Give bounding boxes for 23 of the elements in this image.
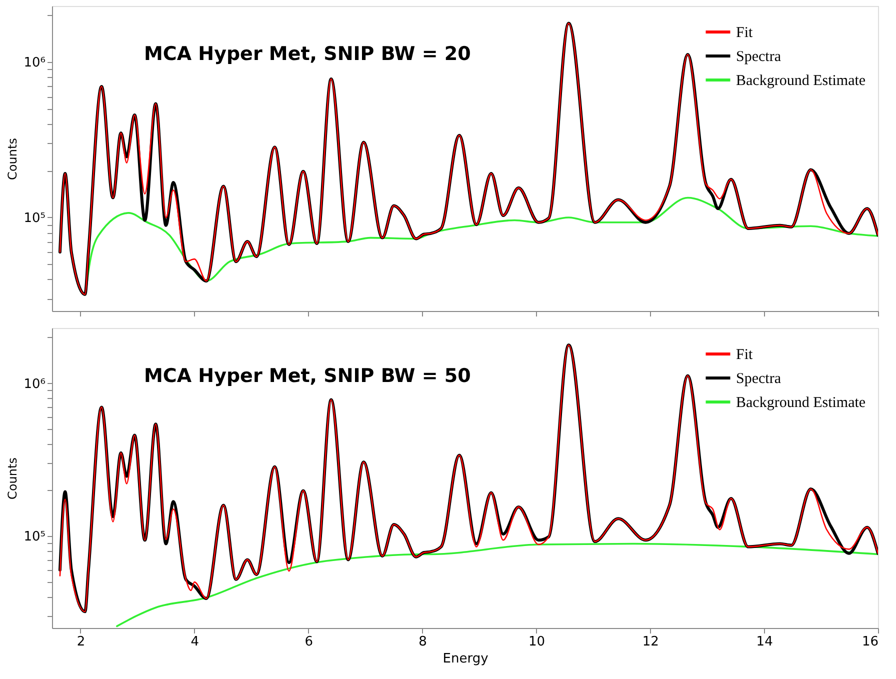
x-tick-label: 16 bbox=[862, 634, 878, 650]
y-axis-title: Counts bbox=[6, 458, 20, 500]
x-tick-label: 8 bbox=[418, 634, 427, 650]
legend-label: Spectra bbox=[736, 49, 782, 65]
x-axis-title: Energy bbox=[442, 652, 489, 666]
text: MCA Hyper Met, SNIP BW = 20 bbox=[144, 43, 471, 65]
x-tick-label: 14 bbox=[756, 634, 773, 650]
x-tick-label: 10 bbox=[528, 634, 545, 650]
legend-label: Spectra bbox=[736, 371, 782, 387]
y-tick-label: 10⁵ bbox=[24, 210, 46, 226]
x-tick-label: 4 bbox=[190, 634, 200, 650]
x-tick-label: 12 bbox=[642, 634, 659, 650]
legend-label: Fit bbox=[736, 25, 754, 41]
y-tick-label: 10⁵ bbox=[24, 530, 46, 545]
y-tick-label: 10⁶ bbox=[24, 376, 46, 392]
legend-label: Background Estimate bbox=[736, 395, 866, 411]
y-axis-title: Counts bbox=[6, 138, 20, 180]
text: MCA Hyper Met, SNIP BW = 50 bbox=[144, 365, 471, 387]
y-tick-label: 10⁶ bbox=[24, 56, 46, 71]
legend-label: Background Estimate bbox=[736, 73, 866, 89]
legend-label: Fit bbox=[736, 347, 754, 363]
x-tick-label: 2 bbox=[76, 634, 86, 650]
x-tick-label: 6 bbox=[304, 634, 313, 650]
